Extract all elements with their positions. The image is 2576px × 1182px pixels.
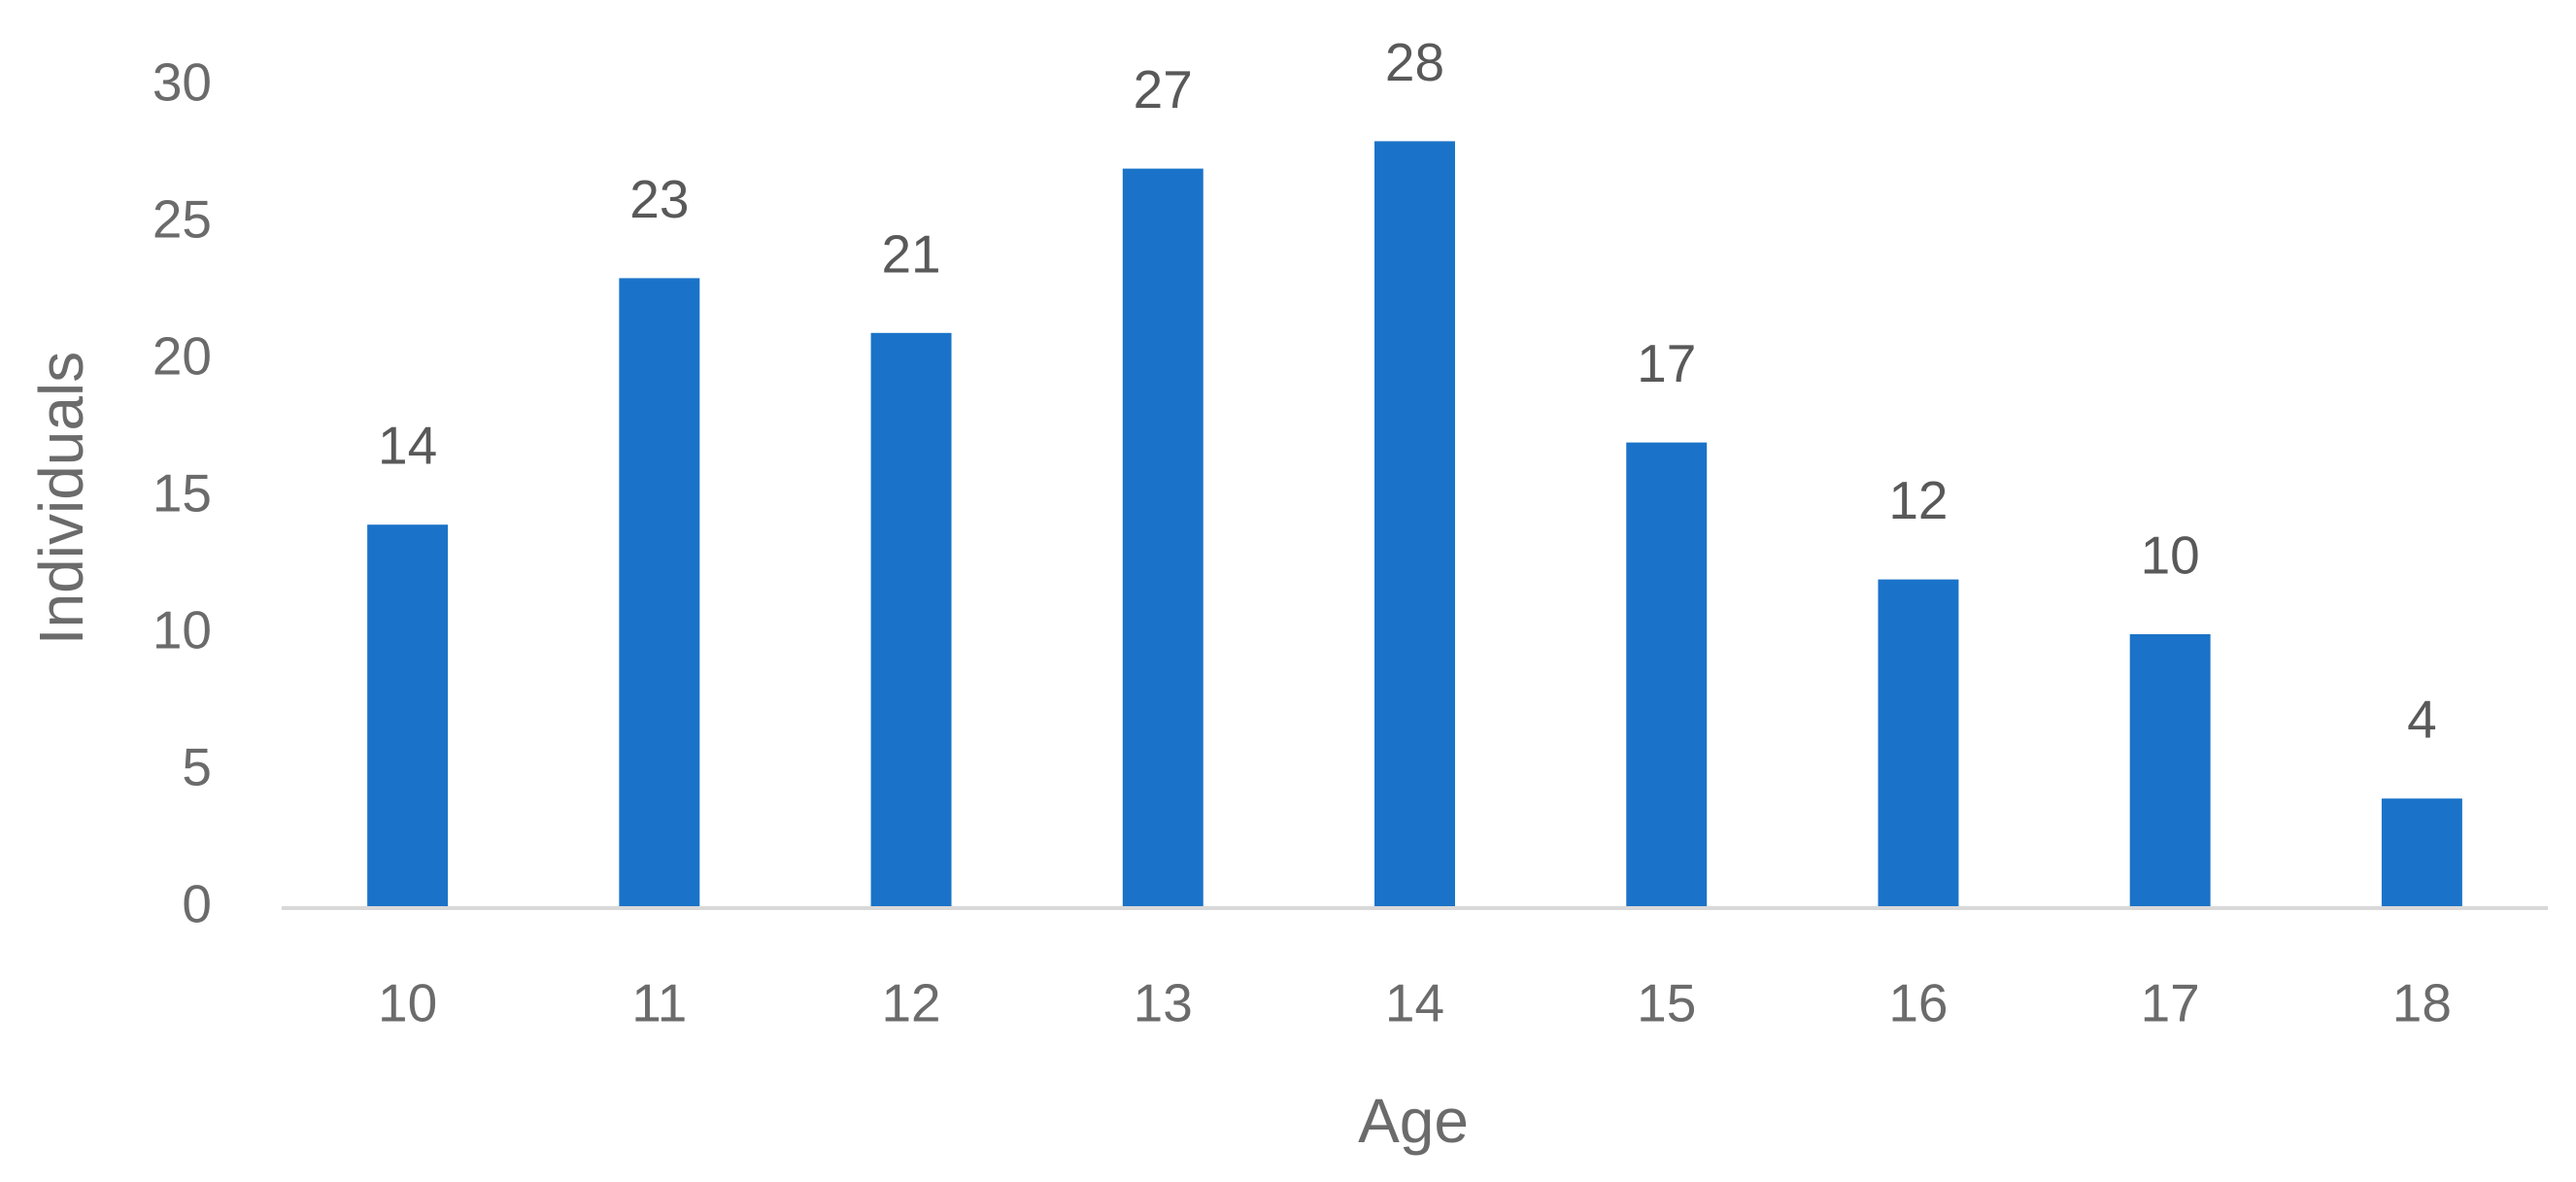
data-label: 21 xyxy=(881,223,940,284)
x-tick-label: 16 xyxy=(1888,973,1948,1033)
data-label: 28 xyxy=(1385,32,1444,92)
x-tick-label: 10 xyxy=(378,973,437,1033)
data-label: 10 xyxy=(2141,525,2200,586)
bar xyxy=(1878,579,1959,908)
bar xyxy=(870,332,952,908)
x-tick-label: 13 xyxy=(1134,973,1193,1033)
x-axis-title: Age xyxy=(1358,1086,1469,1156)
x-tick-label: 11 xyxy=(631,973,687,1033)
y-tick-label: 0 xyxy=(182,874,212,934)
x-tick-label: 12 xyxy=(881,973,940,1033)
x-tick-label: 17 xyxy=(2141,973,2200,1033)
bar xyxy=(1374,141,1455,908)
y-tick-label: 5 xyxy=(182,737,212,797)
y-tick-label: 20 xyxy=(153,326,212,387)
y-tick-label: 10 xyxy=(153,600,212,660)
y-tick-label: 30 xyxy=(153,52,212,113)
y-tick-label: 15 xyxy=(153,463,212,523)
data-label: 14 xyxy=(378,416,437,476)
bar xyxy=(1626,442,1708,908)
data-label: 27 xyxy=(1134,59,1193,119)
bar xyxy=(2381,798,2462,908)
bar xyxy=(2129,634,2211,908)
bar xyxy=(367,524,449,908)
bar xyxy=(619,278,700,908)
x-tick-label: 14 xyxy=(1385,973,1444,1033)
data-label: 17 xyxy=(1637,333,1696,393)
bar xyxy=(1122,168,1203,909)
y-tick-label: 25 xyxy=(153,189,212,250)
data-label: 23 xyxy=(629,169,689,229)
data-label: 12 xyxy=(1888,470,1948,530)
x-tick-label: 18 xyxy=(2392,973,2452,1033)
x-tick-label: 15 xyxy=(1637,973,1696,1033)
y-axis-title: Individuals xyxy=(26,352,96,645)
data-label: 4 xyxy=(2407,690,2437,750)
